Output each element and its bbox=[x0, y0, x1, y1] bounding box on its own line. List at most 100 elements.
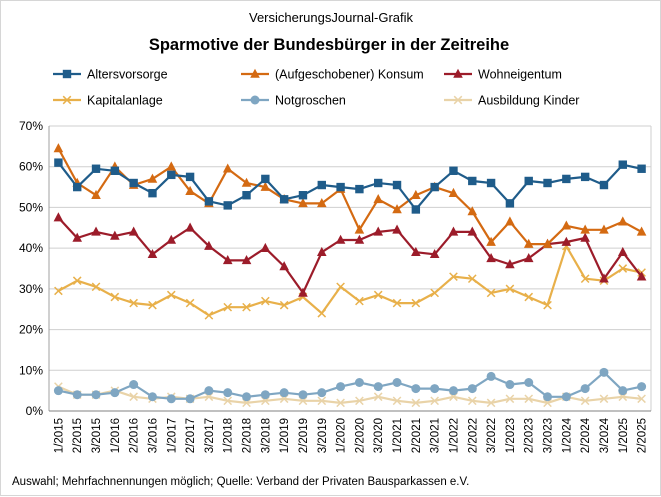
data-point bbox=[53, 212, 64, 222]
data-point bbox=[618, 386, 628, 396]
data-point bbox=[411, 298, 421, 308]
data-point bbox=[562, 174, 571, 184]
data-point bbox=[317, 308, 327, 318]
series-line-ausbildung-kinder bbox=[57, 385, 642, 404]
data-point bbox=[242, 191, 251, 200]
x-tick-label: 2/2018 bbox=[242, 418, 254, 453]
legend-label: Kapitalanlage bbox=[87, 94, 163, 108]
data-point bbox=[505, 284, 515, 294]
x-tick-label: 2/2024 bbox=[580, 417, 592, 453]
data-point bbox=[166, 290, 176, 300]
x-tick-label: 2/2023 bbox=[524, 418, 536, 453]
data-point bbox=[373, 382, 383, 392]
data-point bbox=[223, 201, 232, 210]
data-point bbox=[430, 396, 439, 406]
x-tick-label: 1/2024 bbox=[561, 417, 573, 453]
x-tick-label: 1/2021 bbox=[392, 418, 404, 453]
data-point bbox=[486, 288, 496, 298]
data-point bbox=[336, 182, 345, 192]
data-point bbox=[524, 378, 534, 387]
x-tick-label: 1/2015 bbox=[53, 418, 65, 453]
data-point bbox=[110, 166, 120, 175]
data-point bbox=[166, 161, 177, 171]
data-point bbox=[599, 394, 609, 404]
x-tick-label: 3/2016 bbox=[147, 418, 159, 453]
data-point bbox=[411, 246, 421, 257]
legend: Altersvorsorge (Aufgeschobener) Konsum Woh… bbox=[53, 68, 579, 108]
data-point bbox=[430, 182, 439, 192]
data-point bbox=[354, 378, 364, 387]
data-point bbox=[392, 298, 402, 308]
data-point bbox=[599, 367, 609, 377]
data-point bbox=[147, 173, 158, 183]
data-point bbox=[505, 380, 515, 390]
data-point bbox=[524, 292, 534, 302]
data-point bbox=[505, 394, 515, 404]
data-point bbox=[241, 255, 252, 265]
series-kapitalanlage bbox=[54, 241, 646, 320]
data-point bbox=[411, 189, 421, 200]
data-point bbox=[129, 392, 138, 402]
data-point bbox=[617, 216, 628, 226]
data-point bbox=[486, 253, 496, 263]
data-point bbox=[392, 180, 402, 190]
data-point bbox=[148, 300, 157, 310]
data-point bbox=[561, 220, 572, 230]
y-tick-label: 40% bbox=[19, 241, 43, 255]
data-point bbox=[298, 191, 308, 200]
data-point bbox=[486, 371, 496, 381]
x-axis: 1/2015 2/2015 3/2015 1/2016 2/2016 3/2016 1/20… bbox=[53, 417, 648, 453]
data-point bbox=[617, 246, 628, 257]
series-altersvorsorge bbox=[54, 158, 646, 214]
data-point bbox=[129, 178, 138, 188]
data-point bbox=[336, 282, 345, 292]
data-point bbox=[185, 172, 195, 182]
data-point bbox=[204, 310, 214, 320]
data-point bbox=[167, 170, 176, 180]
data-point bbox=[222, 255, 233, 265]
data-point bbox=[580, 224, 590, 234]
y-tick-label: 10% bbox=[19, 363, 43, 377]
legend-marker bbox=[62, 95, 72, 105]
data-point bbox=[261, 174, 270, 184]
data-point bbox=[354, 224, 365, 234]
series-aufgeschobener-konsum bbox=[53, 143, 647, 248]
x-tick-label: 1/2025 bbox=[618, 418, 630, 453]
series-wohneigentum bbox=[53, 212, 647, 297]
data-point bbox=[374, 178, 383, 188]
data-point bbox=[486, 236, 496, 246]
data-point bbox=[279, 195, 289, 204]
legend-item-wohneigentum: Wohneigentum bbox=[444, 68, 562, 82]
legend-label: Ausbildung Kinder bbox=[478, 94, 579, 108]
series-line-altersvorsorge bbox=[57, 161, 642, 211]
data-point bbox=[411, 205, 421, 214]
data-point bbox=[543, 300, 552, 310]
x-tick-label: 2/2025 bbox=[637, 418, 649, 453]
data-point bbox=[468, 176, 477, 186]
x-tick-label: 2/2019 bbox=[298, 418, 310, 453]
data-point bbox=[637, 382, 647, 392]
data-point bbox=[542, 238, 553, 248]
data-point bbox=[147, 248, 158, 259]
x-tick-label: 3/2024 bbox=[599, 417, 611, 453]
data-point bbox=[185, 185, 195, 195]
x-tick-label: 2/2021 bbox=[411, 418, 423, 453]
data-point bbox=[355, 296, 364, 306]
data-point bbox=[354, 234, 365, 244]
x-tick-label: 3/2018 bbox=[260, 418, 272, 453]
data-point bbox=[316, 246, 327, 257]
data-point bbox=[72, 390, 82, 400]
x-tick-label: 3/2022 bbox=[486, 418, 498, 453]
legend-label: Wohneigentum bbox=[478, 68, 562, 82]
data-point bbox=[316, 198, 327, 208]
data-point bbox=[242, 392, 252, 402]
chart-title: Sparmotive der Bundesbürger in der Zeitr… bbox=[149, 36, 509, 54]
data-point bbox=[430, 384, 440, 394]
x-tick-label: 2/2017 bbox=[185, 418, 197, 453]
data-point bbox=[298, 287, 308, 297]
data-point bbox=[448, 187, 459, 197]
data-point bbox=[91, 226, 101, 236]
data-point bbox=[91, 189, 101, 200]
data-point bbox=[637, 164, 646, 173]
data-point bbox=[91, 282, 101, 292]
